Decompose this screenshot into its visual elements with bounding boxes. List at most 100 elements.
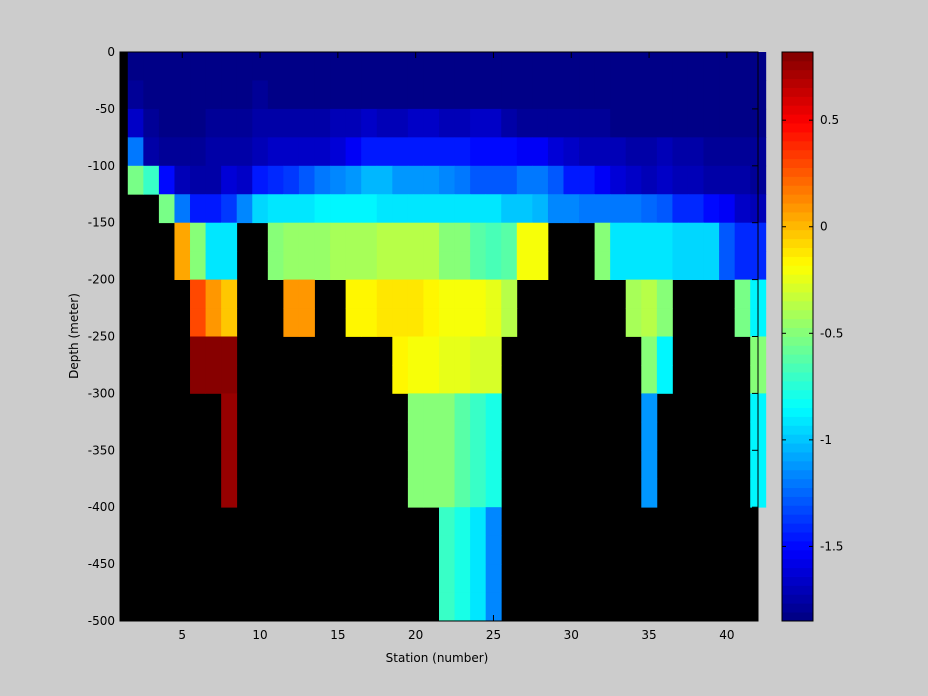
heatmap-cell [392,108,409,138]
heatmap-cell [330,52,347,81]
heatmap-cell [174,52,191,81]
colorbar-swatch [782,60,813,71]
heatmap-cell [672,108,689,138]
heatmap-cell [672,52,689,81]
heatmap-cell [485,251,502,280]
heatmap-cell [205,194,222,224]
colorbar-swatch [782,149,813,160]
heatmap-cell [501,52,518,81]
heatmap-cell [563,108,580,138]
heatmap-cell [734,251,751,280]
heatmap-cell [470,80,487,110]
heatmap-cell [407,137,424,167]
heatmap-cell [376,279,393,309]
heatmap-cell [252,52,269,81]
heatmap-cell [252,108,269,138]
colorbar-swatch [782,460,813,471]
heatmap-cell [221,165,238,195]
heatmap-cell [283,80,300,110]
colorbar-swatch [782,514,813,524]
heatmap-cell [392,80,409,110]
heatmap-cell [158,52,175,81]
heatmap-cell [221,108,238,138]
colorbar-swatch [782,176,813,186]
heatmap-cell [127,80,144,110]
heatmap-cell [656,364,673,394]
heatmap-cell [485,80,502,110]
heatmap-cell [470,478,487,508]
heatmap-cell [485,279,502,309]
heatmap-cell [407,421,424,451]
heatmap-cell [485,592,502,622]
heatmap-cell [205,251,222,280]
heatmap-cell [610,108,627,138]
colorbar-swatch [782,87,813,97]
heatmap-cell [470,52,487,81]
x-tick-label: 5 [178,628,186,642]
colorbar-swatch [782,265,813,275]
y-tick-label: -50 [95,102,115,116]
heatmap-cell [143,108,160,138]
heatmap-cell [345,80,362,110]
heatmap-cell [439,421,455,451]
heatmap-cell [687,251,704,280]
y-tick-label: -350 [88,443,115,457]
heatmap-cell [205,308,222,337]
x-tick-label: 15 [330,628,345,642]
heatmap-cell [563,194,580,224]
heatmap-cell [205,52,222,81]
heatmap-cell [532,137,549,167]
heatmap-cell [470,308,487,337]
colorbar-swatch [782,158,813,168]
colorbar-swatch [782,567,813,577]
heatmap-cell [376,194,393,224]
heatmap-cell [423,279,440,309]
heatmap-cell [470,279,487,309]
heatmap-cell [252,137,269,167]
heatmap-cell [470,535,487,565]
heatmap-cell [298,108,315,138]
heatmap-cell [361,108,378,138]
heatmap-cell [330,222,347,252]
heatmap-cell [625,279,642,309]
colorbar-swatch [782,612,813,622]
heatmap-cell [454,450,471,480]
heatmap-cell [252,165,269,195]
heatmap-cell [423,80,440,110]
heatmap-cell [407,80,424,110]
heatmap-cell [485,222,502,252]
heatmap-cell [734,165,751,195]
heatmap-cell [361,165,378,195]
heatmap-cell [174,251,191,280]
heatmap-cell [345,165,362,195]
heatmap-cell [687,52,704,81]
heatmap-cell [392,336,409,366]
colorbar-swatch [782,327,813,337]
colorbar-swatch [782,372,813,382]
heatmap-cell [361,251,378,280]
heatmap-cell [392,165,409,195]
heatmap-cell [439,308,455,337]
heatmap-cell [236,108,253,138]
heatmap-cell [423,222,440,252]
heatmap-cell [594,222,611,252]
colorbar-swatch [782,274,813,284]
heatmap-cell [532,165,549,195]
heatmap-cell [641,137,658,167]
heatmap-cell [221,336,238,366]
heatmap-cell [579,108,596,138]
y-axis: 0 -50 -100 -150 -200 -250 -300 -350 -400 -450 -500 [88,45,758,628]
heatmap-cell [454,80,471,110]
colorbar-frame [781,51,814,622]
heatmap-cell [470,507,487,537]
heatmap-cell [454,251,471,280]
heatmap-cell [205,80,222,110]
heatmap-cell [361,222,378,252]
heatmap-cell [641,336,658,366]
heatmap-cell [345,279,362,309]
heatmap-cell [407,222,424,252]
heatmap-cell [594,108,611,138]
heatmap-cell [454,137,471,167]
heatmap-cell [501,80,518,110]
heatmap-cell [501,222,518,252]
